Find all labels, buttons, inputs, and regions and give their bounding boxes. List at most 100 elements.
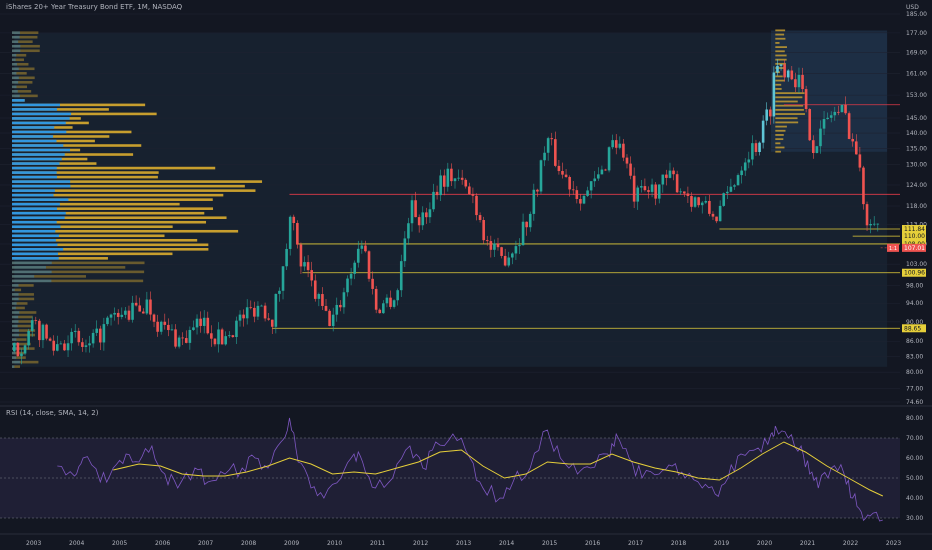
candle-body [690, 195, 693, 207]
candle-body [718, 205, 722, 222]
candle-body [675, 174, 679, 193]
candle-body [837, 111, 840, 113]
candle-body [177, 337, 181, 347]
candle-body [231, 335, 235, 338]
candle-body [63, 343, 66, 351]
level-badge [902, 232, 926, 241]
candle-body [417, 217, 421, 226]
volume-profile-bar [12, 31, 39, 34]
candle-body [174, 329, 177, 347]
volume-profile-bar [12, 53, 27, 57]
volume-profile-bar-blue [12, 356, 17, 359]
rsi-ma-line [113, 441, 884, 497]
candle-body [496, 243, 500, 248]
candle-body [482, 220, 485, 241]
volume-profile-bar-blue [12, 157, 62, 161]
candle-body [521, 221, 525, 246]
candle-body [450, 168, 453, 182]
volume-profile-bar [12, 266, 126, 269]
volume-profile-bar-small [775, 67, 786, 69]
candle-body [543, 152, 546, 161]
candle-body [611, 140, 614, 148]
candle-body [532, 189, 536, 214]
candle-body [374, 288, 378, 310]
candle-body [489, 241, 493, 250]
last-price-tag: 1:1 [889, 246, 897, 252]
volume-profile-bar-blue [12, 351, 16, 355]
candle-body [48, 338, 52, 341]
candle-body [854, 141, 858, 155]
candle-body [349, 273, 353, 279]
candle-body [360, 245, 364, 249]
candle-body [600, 169, 604, 175]
volume-profile-bar-blue [12, 275, 35, 278]
candle-body [442, 175, 446, 187]
candle-body [339, 304, 342, 308]
candle-body [149, 299, 152, 315]
candle-body [589, 181, 593, 191]
candle-body [245, 307, 249, 319]
volume-profile-bar [12, 302, 28, 305]
candle-body [865, 204, 869, 226]
candle-body [321, 294, 324, 306]
candle-body [704, 200, 708, 203]
volume-profile-bar [12, 90, 32, 93]
volume-profile-bar-blue [12, 171, 57, 174]
volume-profile-bar [12, 35, 38, 39]
volume-profile-bar-blue [12, 153, 65, 156]
volume-profile-bar-blue [12, 67, 19, 71]
candle-body [614, 140, 618, 148]
candle-body [475, 195, 478, 216]
candle-body [274, 293, 278, 327]
candle-body [210, 333, 213, 339]
candle-body [761, 120, 765, 143]
level-badge [902, 268, 926, 277]
x-tick-label: 2007 [198, 540, 213, 547]
candle-body [382, 303, 385, 314]
candle-body [654, 184, 657, 199]
volume-profile-bar-blue [12, 112, 72, 116]
volume-profile-bar-small [775, 37, 786, 40]
volume-profile-bar-blue [12, 53, 17, 57]
candle-body [403, 238, 407, 262]
volume-profile-bar [12, 320, 34, 323]
candle-body [131, 302, 134, 320]
candle-body [665, 174, 668, 178]
volume-profile-bar-blue [12, 35, 20, 39]
x-tick-label: 2005 [112, 540, 127, 547]
y-tick-label: 130.00 [906, 162, 927, 169]
volume-profile-bar [12, 315, 33, 319]
x-tick-label: 2011 [370, 540, 385, 547]
volume-profile-bar-blue [12, 189, 55, 192]
candle-body [593, 178, 597, 182]
candle-body [844, 104, 847, 114]
candle-body [754, 143, 758, 153]
candle-body [113, 312, 116, 315]
volume-profile-bar [12, 207, 214, 210]
candle-body [768, 109, 772, 117]
volume-profile-bar [12, 40, 33, 44]
volume-profile-bar-blue [12, 216, 65, 220]
volume-profile-bar [12, 94, 38, 98]
candle-body [184, 338, 188, 343]
candle-body [281, 266, 285, 291]
candle-body [159, 321, 163, 332]
candle-body [539, 160, 543, 192]
candle-body [851, 138, 855, 142]
candle-body [346, 278, 349, 293]
candle-body [385, 297, 389, 304]
candle-body [708, 200, 711, 214]
y-tick-label: 135.00 [906, 146, 927, 153]
volume-profile-bar-blue [12, 293, 19, 296]
rsi-y-tick-label: 70.00 [906, 435, 923, 442]
rsi-y-tick-label: 30.00 [906, 515, 923, 522]
candle-body [471, 194, 475, 196]
volume-profile-bar [12, 342, 31, 346]
candle-body [722, 193, 726, 206]
x-tick-label: 2003 [26, 540, 41, 547]
candle-body [686, 193, 690, 196]
volume-profile-bar-blue [12, 279, 52, 283]
candle-body [607, 147, 611, 171]
candle-body [227, 335, 231, 337]
